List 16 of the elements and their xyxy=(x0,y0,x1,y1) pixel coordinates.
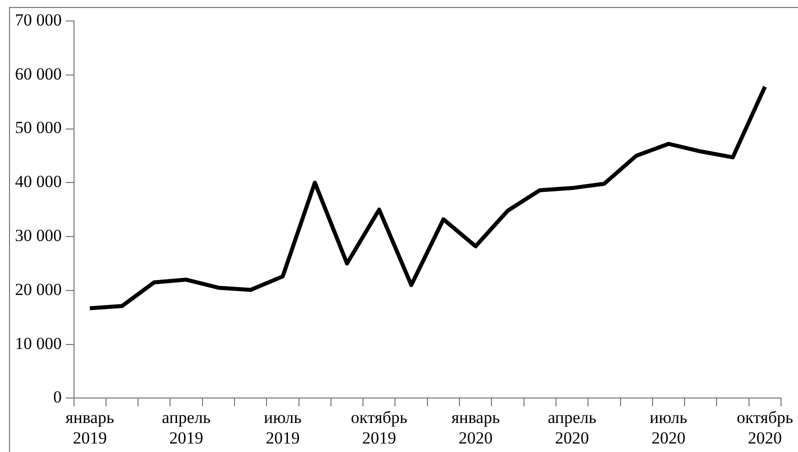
x-tick-label: январь 2020 xyxy=(451,408,500,448)
x-tick-label: апрель 2019 xyxy=(162,408,211,448)
y-tick-label: 20 000 xyxy=(15,280,62,299)
y-tick-label: 50 000 xyxy=(15,118,62,138)
x-tick-label: январь 2019 xyxy=(66,408,114,448)
x-tick-label: октябрь 2020 xyxy=(736,408,794,448)
y-tick-label: 70 000 xyxy=(15,10,62,30)
x-tick-label: июль 2019 xyxy=(264,408,302,448)
y-tick-label: 0 xyxy=(53,388,62,407)
y-tick-label: 60 000 xyxy=(15,64,62,84)
y-tick-label: 10 000 xyxy=(15,334,62,353)
y-tick-label: 40 000 xyxy=(15,172,62,192)
x-tick-label: апрель 2020 xyxy=(548,408,597,448)
x-tick-label: июль 2020 xyxy=(650,408,688,448)
x-tick-label: октябрь 2019 xyxy=(350,408,408,448)
y-tick-label: 30 000 xyxy=(15,226,62,246)
